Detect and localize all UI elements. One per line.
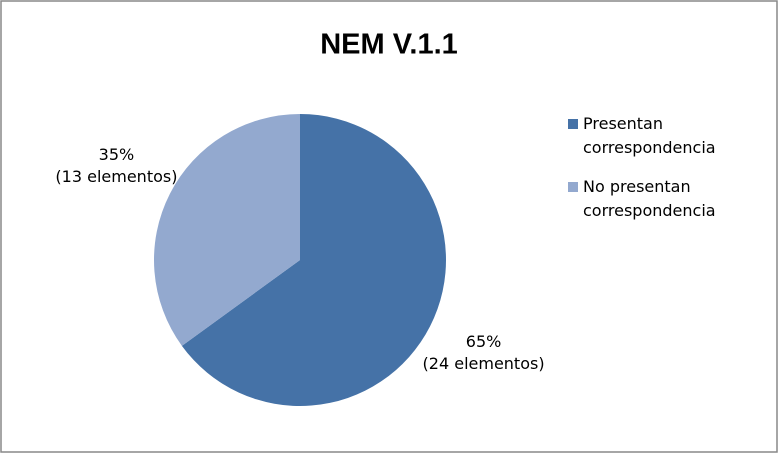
legend-label: Presentan correspondencia — [583, 114, 716, 157]
chart-title: NEM V.1.1 — [320, 29, 458, 61]
legend-swatch — [568, 182, 578, 192]
pie-slice — [153, 114, 300, 346]
value-label: 35% — [99, 145, 135, 164]
legend-swatch — [568, 119, 578, 129]
count-label: (13 elementos) — [55, 167, 177, 186]
count-label: (24 elementos) — [423, 354, 545, 373]
legend-label: No presentan correspondencia — [583, 177, 716, 220]
value-label: 65% — [466, 332, 502, 351]
pie-slice — [181, 114, 446, 406]
